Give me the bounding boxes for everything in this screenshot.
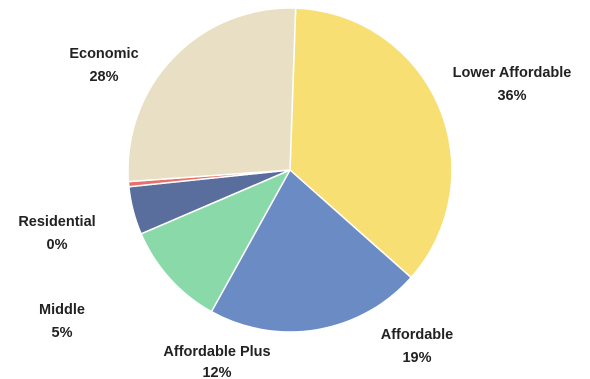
- slice-label-affordable: Affordable: [381, 327, 454, 343]
- pie-slice-affordable-plus: [140, 169, 291, 313]
- label-economic: Economic 28%: [69, 46, 138, 85]
- slice-percent-residential: 0%: [47, 237, 68, 253]
- pie-slice-lower-affordable: [289, 7, 453, 279]
- pie-slice-affordable: [210, 169, 412, 333]
- slice-percent-middle: 5%: [52, 325, 73, 341]
- pie-slice-economic: [127, 7, 297, 183]
- slice-label-lower-affordable: Lower Affordable: [453, 65, 572, 81]
- pie-slices: [127, 7, 453, 333]
- slice-percent-affordable-plus: 12%: [202, 365, 231, 379]
- slice-label-economic: Economic: [69, 46, 138, 62]
- slice-label-affordable-plus: Affordable Plus: [163, 344, 270, 360]
- label-affordable-plus: Affordable Plus 12%: [163, 344, 270, 379]
- slice-label-middle: Middle: [39, 302, 85, 318]
- label-affordable: Affordable 19%: [381, 327, 454, 366]
- slice-percent-economic: 28%: [89, 69, 118, 85]
- label-residential: Residential 0%: [18, 214, 95, 253]
- slice-percent-affordable: 19%: [402, 350, 431, 366]
- slice-label-residential: Residential: [18, 214, 95, 230]
- slice-percent-lower-affordable: 36%: [497, 88, 526, 104]
- label-middle: Middle 5%: [39, 302, 85, 341]
- label-lower-affordable: Lower Affordable 36%: [453, 65, 572, 104]
